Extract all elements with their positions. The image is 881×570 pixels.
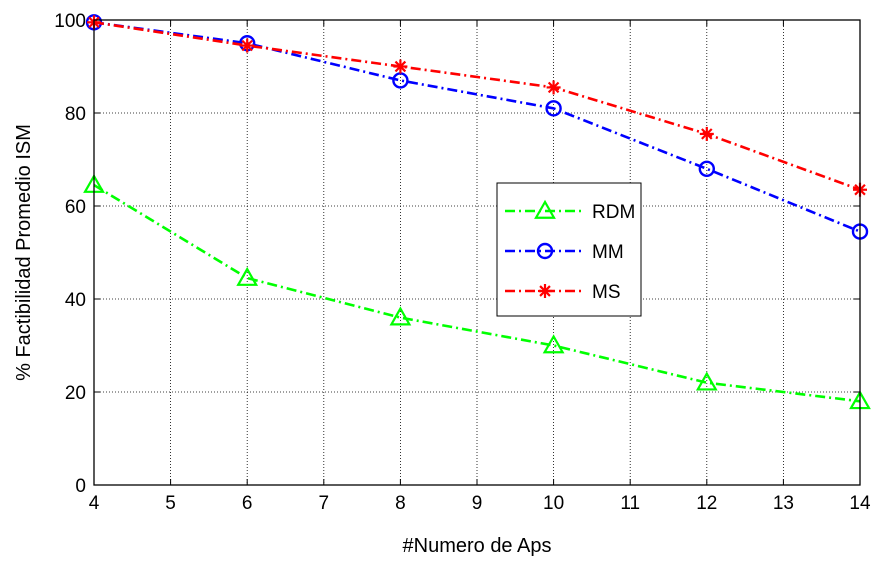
data-point-ms xyxy=(240,38,255,53)
x-tick-label: 8 xyxy=(395,493,406,514)
series-line-rdm xyxy=(93,183,861,403)
legend-label-mm: MM xyxy=(592,242,624,263)
y-tick-label: 60 xyxy=(65,197,86,218)
x-tick-label: 11 xyxy=(620,493,640,514)
data-point-mm xyxy=(545,100,562,117)
y-tick-label: 20 xyxy=(65,383,86,404)
x-tick-label: 10 xyxy=(543,493,564,514)
legend-label-rdm: RDM xyxy=(592,202,635,223)
data-point-ms xyxy=(546,80,561,95)
x-tick-label: 5 xyxy=(165,493,176,514)
x-axis-label: #Numero de Aps xyxy=(403,535,552,557)
y-axis-label: % Factibilidad Promedio ISM xyxy=(13,124,35,381)
legend: RDM MM MS xyxy=(496,182,642,317)
data-point-ms xyxy=(393,59,408,74)
x-tick-label: 13 xyxy=(773,493,794,514)
data-point-rdm xyxy=(236,266,259,286)
y-tick-label: 80 xyxy=(65,104,86,125)
series-line-ms xyxy=(93,21,861,191)
series-line-mm xyxy=(93,21,861,233)
data-point-rdm xyxy=(695,371,718,391)
data-point-rdm xyxy=(389,306,412,326)
legend-label-ms: MS xyxy=(592,282,621,303)
x-tick-label: 4 xyxy=(89,493,100,514)
grid xyxy=(93,19,861,486)
legend-box xyxy=(496,182,642,317)
x-tick-label: 12 xyxy=(696,493,717,514)
y-tick-label: 40 xyxy=(65,290,86,311)
x-tick-label: 9 xyxy=(472,493,483,514)
series-lines xyxy=(83,14,871,410)
legend-marker-rdm xyxy=(534,199,556,219)
data-point-rdm xyxy=(542,334,565,354)
x-tick-label: 6 xyxy=(242,493,253,514)
legend-marker-mm xyxy=(536,242,554,260)
x-tick-label: 14 xyxy=(849,493,871,514)
data-point-mm xyxy=(698,160,715,178)
axis-ticks: 4 5 6 7 8 9 10 11 12 13 14 0 20 40 60 80 100 xyxy=(54,11,871,514)
data-point-ms xyxy=(699,126,714,141)
y-tick-label: 100 xyxy=(54,11,86,32)
y-tick-label: 0 xyxy=(75,476,86,497)
legend-marker-ms xyxy=(538,284,552,298)
x-tick-label: 7 xyxy=(319,493,330,514)
